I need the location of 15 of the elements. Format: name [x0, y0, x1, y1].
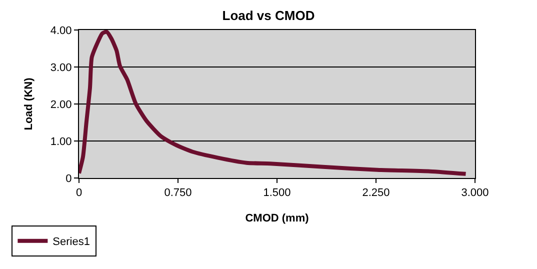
line-series — [79, 30, 468, 176]
x-tick-label: 3.000 — [461, 187, 489, 200]
y-tick-label: 4.00 — [50, 24, 72, 37]
y-tick-label: 1.00 — [50, 136, 72, 148]
x-tick-label: 0.750 — [164, 187, 192, 200]
legend-label: Series1 — [52, 236, 90, 248]
x-axis-title: CMOD (mm) — [245, 212, 310, 224]
y-tick-label: 0 — [66, 172, 72, 185]
x-tick-label: 1.500 — [263, 187, 291, 200]
y-axis-title: Load (KN) — [23, 77, 36, 130]
y-tick-label: 3.00 — [50, 62, 72, 74]
x-tick-label: 2.250 — [362, 187, 390, 200]
x-tick-label: 0 — [76, 187, 82, 200]
y-tick-label: 2.00 — [50, 98, 72, 111]
chart-title: Load vs CMOD — [222, 8, 315, 23]
